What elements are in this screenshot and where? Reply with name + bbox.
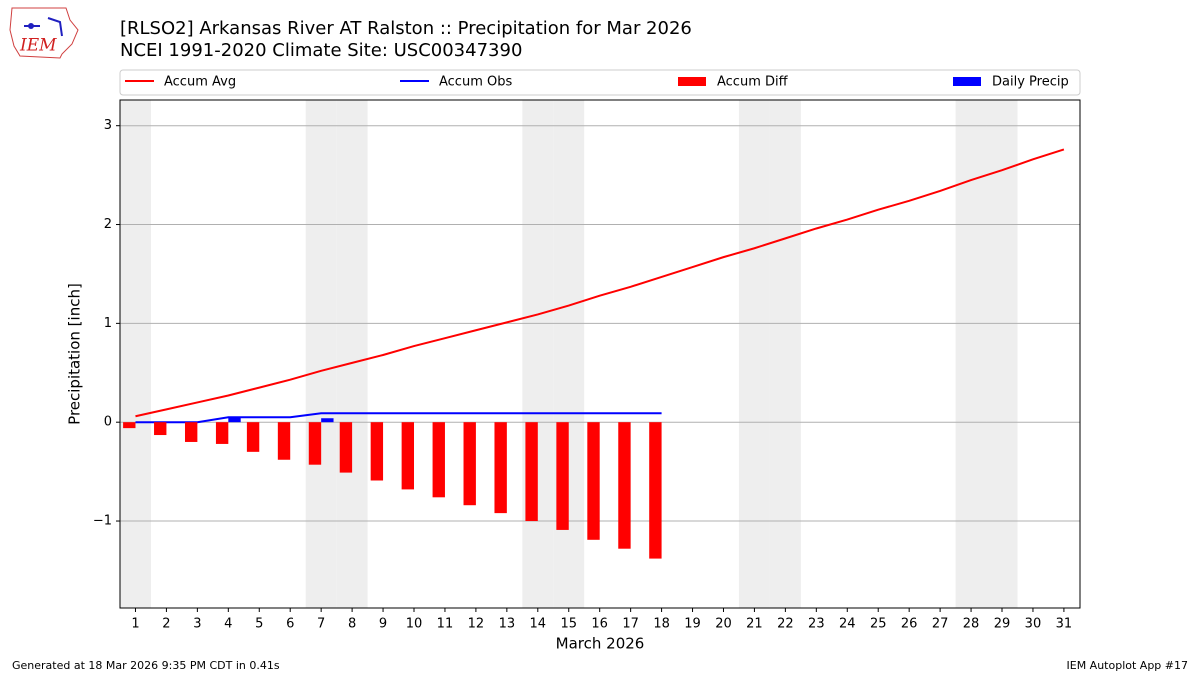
line bbox=[135, 412, 662, 424]
logo: IEM bbox=[9, 7, 79, 59]
x-tick-label: 27 bbox=[932, 617, 949, 632]
x-axis-label: March 2026 bbox=[556, 635, 645, 653]
bar bbox=[618, 422, 631, 549]
legend-box bbox=[119, 69, 1081, 96]
x-tick-label: 12 bbox=[468, 617, 485, 632]
legend-label: Accum Diff bbox=[717, 75, 789, 90]
weekend-shade bbox=[522, 100, 554, 608]
logo-outline bbox=[9, 7, 79, 59]
x-tick-label: 8 bbox=[348, 617, 356, 632]
bar bbox=[184, 422, 198, 442]
footer-right: IEM Autoplot App #17 bbox=[1067, 659, 1189, 672]
bar bbox=[494, 422, 507, 514]
y-tick-label: −1 bbox=[93, 514, 112, 529]
x-tick-label: 30 bbox=[1025, 617, 1042, 632]
x-tick-label: 24 bbox=[839, 617, 856, 632]
weekend-shade bbox=[336, 100, 368, 608]
weekend-shade bbox=[986, 100, 1018, 608]
x-tick-label: 15 bbox=[560, 617, 577, 632]
x-tick-label: 4 bbox=[224, 617, 232, 632]
x-tick-label: 3 bbox=[193, 617, 201, 632]
x-tick-label: 10 bbox=[406, 617, 423, 632]
logo-text: IEM bbox=[19, 36, 57, 56]
bar bbox=[649, 422, 662, 559]
x-tick-label: 17 bbox=[622, 617, 639, 632]
bar bbox=[246, 422, 260, 452]
x-tick-label: 26 bbox=[901, 617, 918, 632]
bar bbox=[277, 422, 291, 460]
x-tick-label: 25 bbox=[870, 617, 887, 632]
x-tick-label: 14 bbox=[530, 617, 547, 632]
bar bbox=[432, 422, 445, 498]
x-tick-label: 23 bbox=[808, 617, 825, 632]
bar bbox=[587, 422, 600, 540]
bar bbox=[154, 422, 167, 436]
x-tick-label: 7 bbox=[317, 617, 325, 632]
bar bbox=[123, 422, 136, 429]
x-tick-label: 31 bbox=[1056, 617, 1073, 632]
logo-dot bbox=[28, 23, 34, 29]
y-tick-label: 2 bbox=[104, 217, 112, 232]
y-axis-label: Precipitation [inch] bbox=[66, 283, 84, 425]
x-tick-label: 9 bbox=[379, 617, 387, 632]
x-tick-label: 11 bbox=[437, 617, 454, 632]
bar bbox=[308, 422, 322, 465]
bar bbox=[463, 422, 476, 506]
x-tick-label: 21 bbox=[746, 617, 763, 632]
legend-swatch bbox=[678, 77, 706, 86]
line bbox=[135, 148, 1065, 418]
x-tick-label: 13 bbox=[499, 617, 516, 632]
x-tick-label: 6 bbox=[286, 617, 294, 632]
weekend-shade bbox=[738, 100, 770, 608]
legend-swatch bbox=[953, 77, 981, 86]
weekend-shade bbox=[120, 100, 151, 608]
chart-subtitle: NCEI 1991-2020 Climate Site: USC00347390 bbox=[120, 40, 522, 61]
bar bbox=[556, 422, 569, 530]
weekend-shade bbox=[769, 100, 801, 608]
x-tick-label: 2 bbox=[162, 617, 170, 632]
plot-frame bbox=[119, 99, 1081, 609]
x-tick-label: 19 bbox=[684, 617, 701, 632]
x-tick-label: 20 bbox=[715, 617, 732, 632]
weekend-shade bbox=[305, 100, 337, 608]
legend-label: Accum Obs bbox=[439, 75, 512, 90]
x-tick-label: 29 bbox=[994, 617, 1011, 632]
bar bbox=[228, 417, 241, 423]
bar bbox=[215, 422, 229, 444]
x-tick-label: 22 bbox=[777, 617, 794, 632]
weekend-shade bbox=[553, 100, 585, 608]
bar bbox=[525, 422, 538, 522]
x-tick-label: 1 bbox=[131, 617, 139, 632]
y-tick-label: 1 bbox=[104, 316, 112, 331]
bar bbox=[321, 418, 334, 423]
x-tick-label: 28 bbox=[963, 617, 980, 632]
x-tick-label: 16 bbox=[591, 617, 608, 632]
y-tick-label: 0 bbox=[104, 415, 112, 430]
bar bbox=[370, 422, 384, 481]
x-tick-label: 18 bbox=[653, 617, 670, 632]
y-tick-label: 3 bbox=[104, 118, 112, 133]
legend-label: Accum Avg bbox=[164, 75, 236, 90]
chart-title: [RLSO2] Arkansas River AT Ralston :: Pre… bbox=[120, 18, 692, 39]
footer-left: Generated at 18 Mar 2026 9:35 PM CDT in … bbox=[12, 659, 280, 672]
bar bbox=[401, 422, 415, 490]
x-tick-label: 5 bbox=[255, 617, 263, 632]
bar bbox=[339, 422, 353, 473]
legend-label: Daily Precip bbox=[992, 75, 1069, 90]
